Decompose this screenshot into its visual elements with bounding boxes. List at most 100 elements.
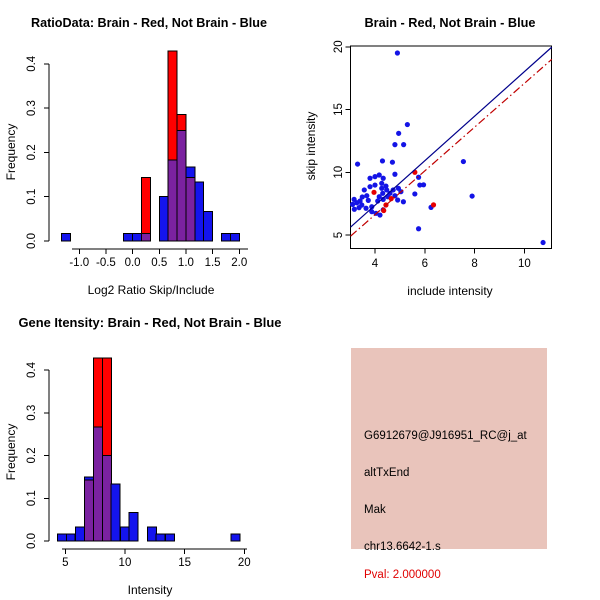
x-tick-label: 5: [62, 557, 68, 569]
y-tick-label: 0.2: [26, 448, 38, 464]
scatter-point-blue: [361, 187, 367, 193]
scatter-point-blue: [460, 158, 466, 165]
bar-overlap: [167, 159, 178, 242]
y-tick-label: 0.4: [26, 55, 38, 72]
gene-name-text: Mak: [364, 504, 386, 516]
chart-title: RatioData: Brain - Red, Not Brain - Blue: [31, 16, 267, 30]
bar-blue: [60, 233, 71, 242]
bar-blue: [203, 210, 214, 242]
x-tick-label: 0.5: [151, 257, 167, 269]
bar-blue: [229, 233, 240, 242]
y-axis-label: skip intensity: [304, 112, 318, 181]
scatter-point-blue: [376, 172, 382, 178]
bar-overlap: [92, 426, 103, 542]
scatter-point-blue: [420, 182, 427, 188]
scatter-point-blue: [354, 161, 361, 167]
scatter-point-blue: [389, 159, 396, 165]
y-tick-label: 0.1: [26, 490, 38, 506]
x-tick-label: 10: [518, 258, 531, 270]
bar-blue: [155, 533, 166, 542]
bar-blue: [65, 533, 76, 542]
scatter-point-blue: [395, 197, 401, 203]
scatter-point-blue: [417, 182, 423, 188]
gene-intensity-histogram-panel: Gene Itensity: Brain - Red, Not Brain - …: [0, 300, 300, 600]
chart-title: Brain - Red, Not Brain - Blue: [365, 16, 536, 30]
not-brain-fit-line: [350, 46, 553, 228]
bar-blue: [158, 196, 169, 242]
scatter-point-red: [430, 202, 437, 208]
bar-red: [140, 177, 151, 235]
bar-blue: [128, 511, 139, 542]
scatter-point-blue: [379, 185, 385, 191]
bar-overlap: [101, 455, 112, 542]
scatter-point-blue: [372, 182, 378, 188]
scatter-point-blue: [380, 190, 386, 196]
scatter-point-blue: [384, 187, 390, 193]
bar-red: [92, 357, 103, 428]
x-tick-label: 20: [238, 557, 251, 569]
y-tick-label: 10: [333, 166, 345, 179]
bar-blue: [123, 233, 134, 242]
scatter-point-blue: [392, 171, 398, 177]
y-tick-label: 0.2: [26, 144, 38, 160]
bar-blue: [194, 181, 205, 242]
scatter-point-blue: [367, 184, 373, 190]
y-tick-label: 0.0: [26, 533, 38, 549]
scatter-point-blue: [359, 202, 365, 208]
bar-blue: [185, 166, 196, 179]
scatter-point-blue: [369, 209, 375, 215]
y-tick-label: 0.0: [26, 233, 38, 249]
scatter-point-blue: [369, 204, 375, 210]
y-tick-label: 0.1: [26, 189, 38, 205]
y-tick-label: 0.3: [26, 100, 38, 116]
bar-blue: [146, 526, 157, 542]
scatter-point-blue: [377, 212, 383, 218]
pval-text: Pval: 2.000000: [364, 569, 441, 581]
bar-blue: [164, 533, 175, 542]
x-tick-label: 1.0: [178, 257, 194, 269]
scatter-point-blue: [351, 206, 357, 212]
scatter-point-blue: [380, 196, 386, 202]
x-tick-label: 1.5: [205, 257, 221, 269]
bar-red: [101, 357, 112, 456]
x-tick-label: 4: [372, 258, 379, 270]
y-tick-label: 0.3: [26, 405, 38, 421]
x-tick-label: 10: [119, 557, 132, 569]
brain-fit-line: [350, 58, 553, 237]
bar-blue: [220, 233, 231, 242]
scatter-point-blue: [400, 199, 406, 205]
scatter-point-blue: [396, 130, 402, 136]
scatter-point-blue: [359, 194, 365, 200]
scatter-point-blue: [387, 190, 393, 196]
splice-event-type-text: altTxEnd: [364, 467, 410, 479]
x-tick-label: 2.0: [231, 257, 247, 269]
ratio-histogram-chart: RatioData: Brain - Red, Not Brain - Blue…: [4, 16, 267, 297]
scatter-point-blue: [415, 174, 422, 180]
x-tick-label: -0.5: [96, 257, 116, 269]
bar-overlap: [140, 233, 151, 242]
chart-title: Gene Itensity: Brain - Red, Not Brain - …: [19, 316, 282, 330]
scatter-point-red: [388, 196, 394, 202]
scatter-point-red: [381, 207, 387, 214]
x-tick-label: 6: [422, 258, 428, 270]
scatter-point-blue: [404, 121, 410, 128]
bar-red: [167, 50, 178, 161]
x-axis-label: Log2 Ratio Skip/Include: [88, 283, 215, 297]
intensity-scatter-panel: Brain - Red, Not Brain - Blue include int…: [300, 0, 600, 300]
y-tick-label: 0.4: [26, 361, 38, 378]
bar-overlap: [176, 129, 187, 242]
bar-blue: [56, 533, 67, 542]
bar-blue: [230, 533, 241, 542]
scatter-point-blue: [540, 239, 546, 246]
plot-box: [350, 45, 553, 249]
bar-blue: [74, 526, 85, 542]
scatter-point-blue: [379, 180, 385, 186]
intensity-scatter-chart: Brain - Red, Not Brain - Blue include int…: [304, 16, 553, 298]
gene-info-panel: G6912679@J916951_RC@j_at altTxEnd Mak ch…: [300, 300, 600, 600]
scatter-point-blue: [363, 205, 369, 211]
scatter-point-blue: [349, 201, 356, 207]
x-axis-label: Intensity: [128, 583, 173, 597]
scatter-point-blue: [379, 158, 386, 164]
bar-overlap: [83, 479, 94, 542]
